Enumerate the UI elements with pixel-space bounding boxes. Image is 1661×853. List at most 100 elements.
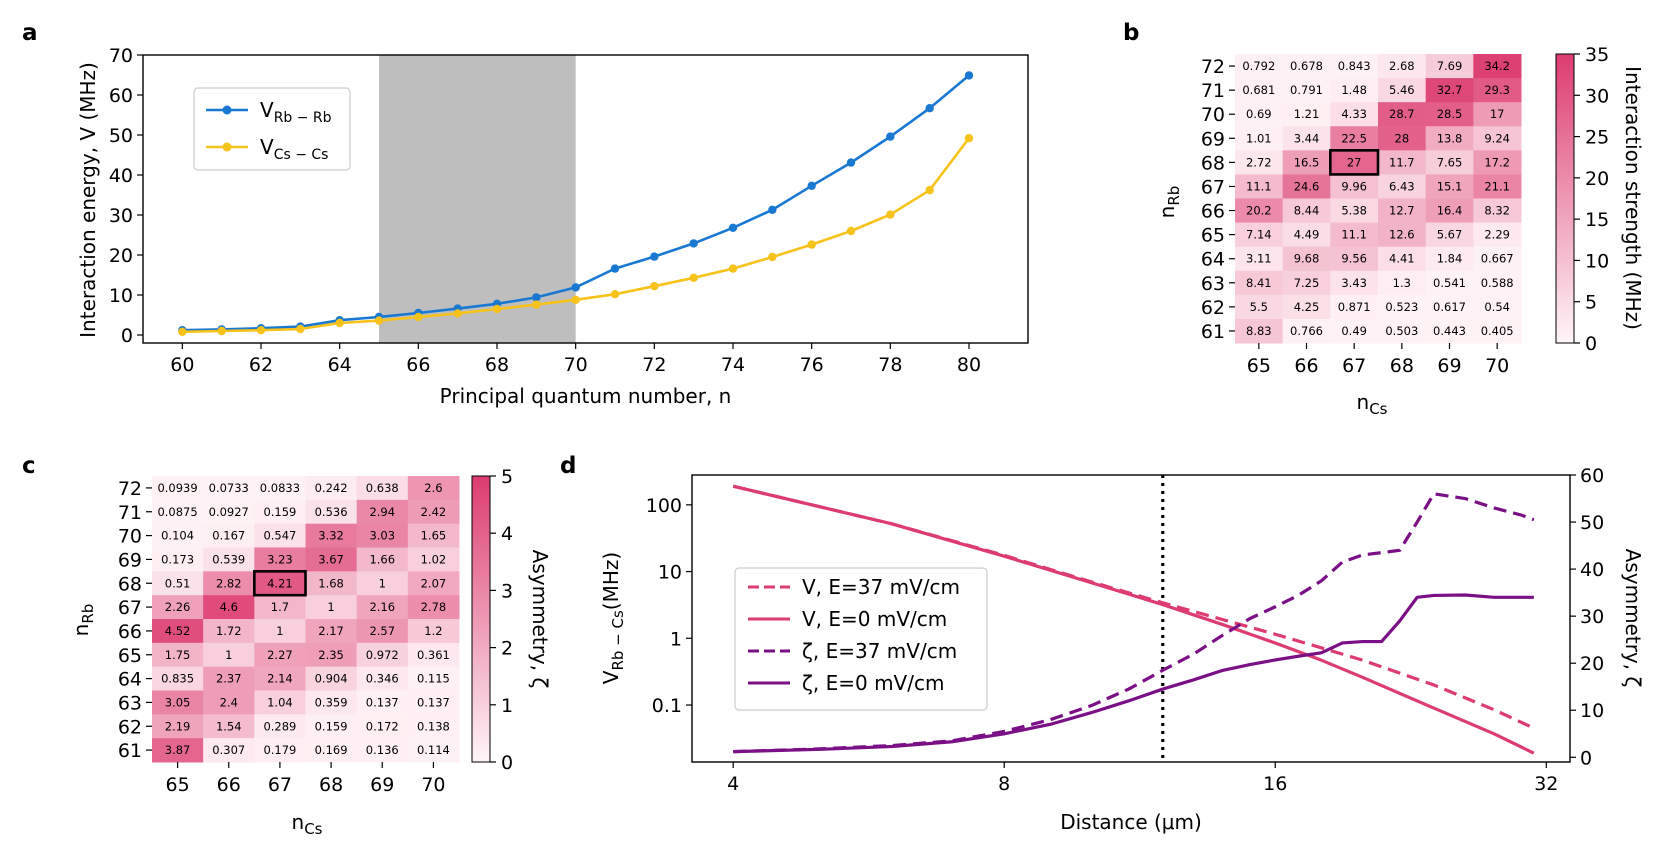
y-right-tick-label: 60 bbox=[1580, 465, 1604, 487]
y-tick-label: 64 bbox=[1201, 249, 1225, 271]
panel-b-cell bbox=[1282, 270, 1331, 296]
panel-b-cell-value: 7.25 bbox=[1294, 276, 1320, 290]
panel-b-cell-value: 13.8 bbox=[1437, 131, 1463, 145]
panel-b-cell bbox=[1235, 246, 1284, 272]
panel-b-cell-value: 4.25 bbox=[1294, 300, 1320, 314]
panel-b-cell bbox=[1282, 174, 1331, 199]
panel-b-cell bbox=[1235, 318, 1284, 344]
panel-b-cell bbox=[1378, 150, 1427, 175]
y-tick-label: 63 bbox=[1201, 273, 1225, 295]
panel-c-cell-value: 0.0833 bbox=[260, 481, 300, 495]
y-tick-label: 65 bbox=[118, 645, 142, 667]
panel-c-cell-value: 0.173 bbox=[161, 552, 194, 566]
panel-a-axes: 60 62 64 66 68 70 72 74 76 78 80 0 10 20 30 40 50 60 70 bbox=[109, 45, 981, 376]
panel-c-cell bbox=[305, 642, 358, 668]
panel-b-cell-value: 34.2 bbox=[1484, 59, 1510, 73]
panel-b-cell bbox=[1473, 294, 1522, 320]
panel-c-cell-value: 1.04 bbox=[267, 695, 293, 709]
panel-c-cell bbox=[356, 714, 409, 739]
y-right-tick-label: 40 bbox=[1580, 559, 1604, 581]
panel-b-cell bbox=[1473, 246, 1522, 272]
y-right-tick-label: 0 bbox=[1580, 747, 1592, 769]
panel-b-colorbar-label: Interaction strength (MHz) bbox=[1621, 66, 1645, 330]
x-tick-label: 68 bbox=[485, 354, 509, 376]
panel-b-cell bbox=[1282, 222, 1331, 248]
panel-c-cell-value: 0.172 bbox=[366, 719, 399, 733]
y-tick-label: 10 bbox=[109, 285, 133, 307]
panel-c-cell bbox=[152, 666, 204, 691]
panel-b-cell bbox=[1330, 150, 1379, 175]
series-cs-cs-point bbox=[689, 273, 698, 282]
panel-c-cell bbox=[356, 666, 409, 691]
panel-b-cell-value: 3.43 bbox=[1341, 276, 1367, 290]
series-cs-cs-point bbox=[807, 240, 816, 249]
panel-d-series bbox=[732, 475, 1535, 762]
panel-c-cell-value: 0.536 bbox=[315, 505, 348, 519]
panel-c-cell-value: 0.159 bbox=[315, 719, 348, 733]
panel-c-cell-value: 2.6 bbox=[424, 481, 442, 495]
panel-b-cell bbox=[1282, 78, 1331, 103]
panel-b-y-axis-label: nRb bbox=[1155, 186, 1183, 219]
series-rb-rb-point bbox=[728, 223, 738, 232]
panel-c-cell-value: 0.638 bbox=[366, 481, 399, 495]
panel-c-cell bbox=[254, 571, 306, 596]
y-left-tick-label: 1 bbox=[670, 628, 682, 650]
panel-c-cell bbox=[254, 666, 306, 691]
legend-label-rb: VRb − Rb bbox=[260, 98, 332, 126]
panel-b-cell-value: 9.56 bbox=[1341, 252, 1367, 266]
panel-c-cell-value: 1.2 bbox=[424, 624, 442, 638]
panel-c-cell bbox=[203, 523, 255, 548]
panel-b-cell-value: 0.49 bbox=[1341, 324, 1367, 338]
panel-b-cell-value: 5.46 bbox=[1389, 83, 1415, 97]
panel-b-cell bbox=[1425, 222, 1474, 248]
panel-b-cell bbox=[1235, 174, 1284, 199]
panel-b-cells: 0.792 0.678 0.843 2.68 7.69 34.2 0.681 0.791 1.4… bbox=[1235, 54, 1522, 344]
panel-c-cell bbox=[152, 571, 204, 596]
x-tick-label: 70 bbox=[1485, 355, 1509, 377]
panel-b-cell bbox=[1425, 318, 1474, 344]
panel-b-cell bbox=[1378, 222, 1427, 248]
x-tick-label: 74 bbox=[721, 354, 745, 376]
x-tick-label: 67 bbox=[1342, 355, 1366, 377]
x-tick-label: 68 bbox=[319, 774, 343, 796]
panel-c-cell bbox=[203, 595, 255, 620]
panel-b-cell bbox=[1378, 270, 1427, 296]
panel-b-cell bbox=[1473, 270, 1522, 296]
series-cs-cs-point bbox=[374, 316, 384, 325]
panel-b-cell bbox=[1282, 294, 1331, 320]
shaded-region bbox=[379, 55, 576, 343]
y-left-tick-label: 0.1 bbox=[652, 695, 682, 717]
panel-b-cell bbox=[1235, 294, 1284, 320]
panel-b-cell-value: 15.1 bbox=[1437, 179, 1463, 193]
panel-b-cell bbox=[1235, 102, 1284, 127]
panel-b-cell bbox=[1473, 318, 1522, 344]
y-tick-label: 61 bbox=[1201, 321, 1225, 343]
panel-c-cell-value: 0.104 bbox=[161, 529, 194, 543]
x-tick-label: 76 bbox=[800, 354, 824, 376]
panel-c-cell-value: 2.57 bbox=[369, 624, 395, 638]
panel-c-cell bbox=[203, 714, 255, 739]
panel-b-cell bbox=[1378, 78, 1427, 103]
series-rb-rb-point bbox=[807, 181, 816, 190]
panel-c-cell bbox=[254, 642, 306, 668]
panel-c-cell bbox=[407, 714, 460, 739]
panel-c-cell-value: 0.138 bbox=[417, 719, 450, 733]
panel-b-cell bbox=[1330, 318, 1379, 344]
panel-b-cell-value: 6.43 bbox=[1389, 179, 1415, 193]
series-cs-cs-point bbox=[492, 304, 502, 314]
panel-c-cell-value: 2.37 bbox=[216, 672, 242, 686]
panel-b-cell-value: 0.588 bbox=[1481, 276, 1514, 290]
panel-c-cell bbox=[152, 619, 204, 644]
panel-c-cell bbox=[407, 619, 460, 644]
panel-b-cell-value: 0.678 bbox=[1290, 59, 1323, 73]
panel-c-cell-value: 1 bbox=[327, 600, 334, 614]
series-cs-cs-point bbox=[532, 300, 541, 309]
panel-b-cell-value: 0.443 bbox=[1433, 324, 1466, 338]
panel-b-cell bbox=[1473, 150, 1522, 175]
panel-c-cell bbox=[407, 547, 460, 572]
panel-b-cell bbox=[1378, 294, 1427, 320]
panel-c-cell-value: 3.67 bbox=[318, 552, 344, 566]
series-rb-rb-point bbox=[532, 293, 541, 302]
series-rb-rb-point bbox=[571, 283, 580, 292]
legend-label-zeta-e37: ζ, E=37 mV/cm bbox=[802, 639, 957, 663]
